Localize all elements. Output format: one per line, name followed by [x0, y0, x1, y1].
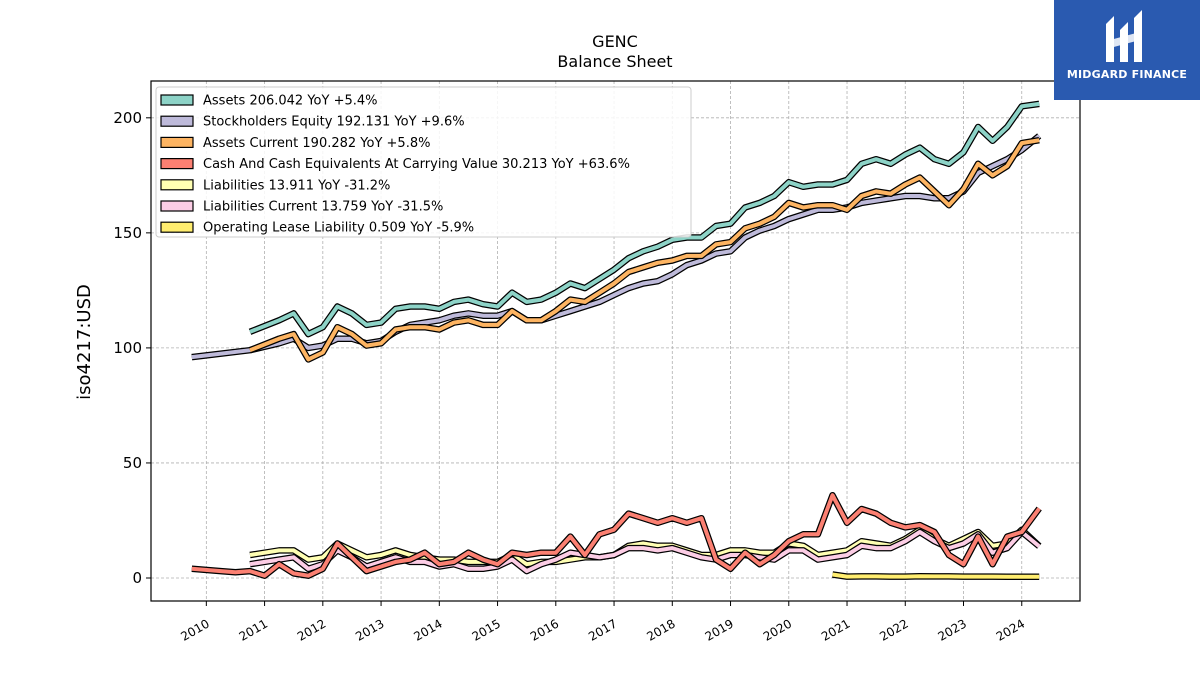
x-tick-label: 2015: [470, 616, 503, 643]
x-tick-label: 2011: [237, 616, 270, 643]
x-tick-label: 2020: [761, 616, 794, 643]
brand-name: MIDGARD FINANCE: [1066, 68, 1188, 81]
legend-label-liabilities_current: Liabilities Current 13.759 YoY -31.5%: [203, 200, 443, 215]
legend-swatch-liabilities_current: [160, 200, 194, 212]
legend-swatch-equity: [160, 115, 194, 127]
x-tick-label: 2018: [644, 616, 677, 643]
legend-swatch-cash: [160, 158, 194, 170]
y-tick-label: 150: [113, 224, 142, 242]
series-line-liabilities_current: [249, 530, 1041, 574]
series-line-assets: [249, 101, 1040, 337]
x-tick-label: 2010: [178, 616, 211, 643]
legend-label-assets: Assets 206.042 YoY +5.4%: [203, 94, 378, 109]
legend-swatch-assets_current: [160, 136, 194, 148]
legend-label-assets_current: Assets Current 190.282 YoY +5.8%: [203, 136, 430, 151]
legend-label-lease: Operating Lease Liability 0.509 YoY -5.9…: [203, 221, 474, 236]
series-line-lease: [832, 572, 1040, 579]
brand-logo: MIDGARD FINANCE: [1054, 0, 1200, 100]
legend-swatch-liabilities: [160, 179, 194, 191]
legend-label-liabilities: Liabilities 13.911 YoY -31.2%: [203, 178, 390, 193]
y-tick-label: 200: [113, 109, 142, 127]
series-layer: [191, 100, 1042, 581]
chart-subtitle: Balance Sheet: [557, 52, 672, 71]
series-line-assets_current: [249, 138, 1040, 362]
series-line-cash: [191, 493, 1041, 578]
legend-swatch-lease: [160, 221, 194, 233]
legend: Assets 206.042 YoY +5.4% Stockholders Equ…: [155, 86, 692, 238]
plot-frame: [150, 80, 1081, 602]
y-tick-label: 50: [123, 454, 142, 472]
y-axis-label: iso4217:USD: [74, 284, 95, 400]
y-tick-label: 100: [113, 339, 142, 357]
x-tick-label: 2012: [295, 616, 328, 643]
chart-title: GENC: [592, 32, 638, 51]
x-tick-label: 2024: [994, 616, 1027, 643]
x-tick-label: 2021: [819, 616, 852, 643]
legend-label-cash: Cash And Cash Equivalents At Carrying Va…: [203, 157, 630, 172]
legend-swatch-assets: [160, 94, 194, 106]
x-tick-label: 2022: [877, 616, 910, 643]
x-tick-label: 2013: [353, 616, 386, 643]
legend-label-equity: Stockholders Equity 192.131 YoY +9.6%: [203, 115, 465, 130]
x-tick-label: 2023: [936, 616, 969, 643]
logo-mark-icon: [1106, 10, 1142, 62]
y-tick-label: 0: [132, 569, 142, 587]
x-tick-label: 2017: [586, 616, 619, 643]
legend-box: [155, 86, 692, 238]
x-tick-label: 2016: [528, 616, 561, 643]
x-tick-label: 2014: [411, 616, 444, 643]
x-tick-label: 2019: [703, 616, 736, 643]
